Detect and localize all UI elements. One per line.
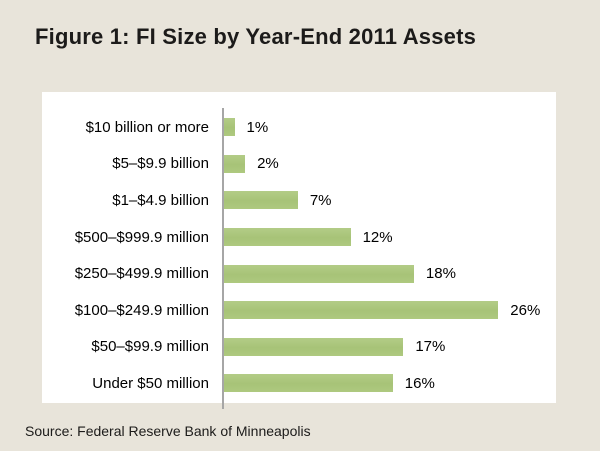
value-label: 17% — [415, 338, 446, 356]
value-label: 26% — [510, 301, 541, 319]
chart-panel: $10 billion or more 1% $5–$9.9 billion 2% $1… — [42, 92, 556, 403]
bar — [224, 118, 235, 137]
category-label: Under $50 million — [92, 374, 209, 392]
source-note: Source: Federal Reserve Bank of Minneapo… — [25, 423, 311, 439]
bar-row: $50–$99.9 million 17% — [42, 329, 556, 366]
bar-area: 7% — [218, 191, 556, 210]
bar-row: $5–$9.9 billion 2% — [42, 146, 556, 183]
category-label: $500–$999.9 million — [74, 228, 209, 246]
bar-row: $250–$499.9 million 18% — [42, 255, 556, 292]
bar-rows: $10 billion or more 1% $5–$9.9 billion 2% $1… — [42, 109, 556, 402]
category-label: $1–$4.9 billion — [112, 191, 209, 209]
category-label: $5–$9.9 billion — [112, 155, 209, 173]
value-label: 7% — [309, 191, 332, 209]
bar-row: $1–$4.9 billion 7% — [42, 182, 556, 219]
category-label: $50–$99.9 million — [91, 338, 209, 356]
bar-row: $10 billion or more 1% — [42, 109, 556, 146]
bar-row: Under $50 million 16% — [42, 365, 556, 402]
bar-area: 16% — [218, 374, 556, 393]
bar-area: 1% — [218, 118, 556, 137]
bar-area: 17% — [218, 337, 556, 356]
bar — [224, 264, 414, 283]
bar — [224, 191, 298, 210]
bar — [224, 374, 393, 393]
bar — [224, 337, 404, 356]
figure-title: Figure 1: FI Size by Year-End 2011 Asset… — [35, 24, 477, 49]
bar-area: 12% — [218, 228, 556, 247]
category-label: $100–$249.9 million — [74, 301, 209, 319]
bar-area: 26% — [218, 301, 556, 320]
y-axis-line — [222, 108, 224, 409]
bar-row: $500–$999.9 million 12% — [42, 219, 556, 256]
category-label: $10 billion or more — [85, 118, 209, 136]
bar — [224, 154, 246, 173]
bar — [224, 301, 499, 320]
value-label: 12% — [362, 228, 393, 246]
bar — [224, 228, 351, 247]
bar-area: 18% — [218, 264, 556, 283]
bar-row: $100–$249.9 million 26% — [42, 292, 556, 329]
value-label: 16% — [404, 374, 435, 392]
category-label: $250–$499.9 million — [74, 265, 209, 283]
value-label: 2% — [257, 155, 279, 173]
bar-area: 2% — [218, 154, 556, 173]
value-label: 1% — [246, 118, 269, 136]
value-label: 18% — [425, 265, 456, 283]
